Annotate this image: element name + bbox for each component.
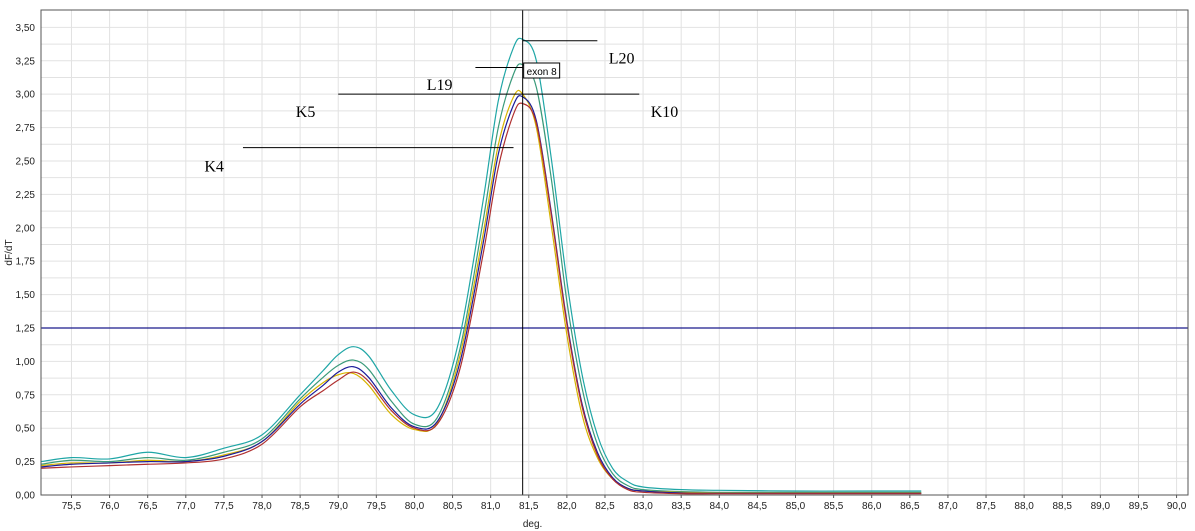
x-tick-label: 77,5 — [214, 501, 234, 512]
y-tick-label: 2,75 — [16, 123, 36, 134]
x-tick-labels: 75,5 76,0 76,5 77,0 77,5 78,0 78,5 79,0 79,5 80,0… — [62, 495, 1187, 512]
x-tick-label: 80,0 — [405, 501, 425, 512]
annotation-label-K10: K10 — [651, 104, 679, 121]
x-tick-label: 85,5 — [824, 501, 844, 512]
y-tick-label: 1,00 — [16, 357, 36, 368]
y-tick-label: 0,00 — [16, 491, 36, 502]
x-tick-label: 82,0 — [557, 501, 577, 512]
x-tick-label: 90,0 — [1167, 501, 1187, 512]
cursor-tooltip-box — [523, 62, 561, 79]
y-tick-label: 0,75 — [16, 390, 36, 401]
x-tick-label: 79,5 — [367, 501, 387, 512]
x-tick-label: 86,0 — [862, 501, 882, 512]
y-tick-labels: 0,00 0,25 0,50 0,75 1,00 1,25 1,50 1,75 2,00 2,25… — [16, 23, 36, 502]
x-tick-label: 78,5 — [290, 501, 310, 512]
y-tick-label: 0,25 — [16, 457, 36, 468]
y-tick-label: 3,50 — [16, 23, 36, 34]
x-tick-label: 84,5 — [748, 501, 768, 512]
annotation-label-L19: L19 — [427, 77, 453, 94]
grid — [41, 10, 1188, 496]
x-tick-label: 87,5 — [976, 501, 996, 512]
x-tick-label: 81,5 — [519, 501, 539, 512]
x-tick-label: 85,0 — [786, 501, 806, 512]
x-tick-label: 78,0 — [252, 501, 272, 512]
x-tick-label: 81,0 — [481, 501, 501, 512]
x-tick-label: 86,5 — [900, 501, 920, 512]
x-tick-label: 80,5 — [443, 501, 463, 512]
y-tick-label: 1,25 — [16, 323, 36, 334]
series-line-5 — [40, 102, 922, 495]
x-tick-label: 83,5 — [671, 501, 691, 512]
x-axis-label: deg. — [523, 519, 542, 530]
annotations: L20 L19 K5 K10 K4 — [204, 40, 679, 176]
annotation-label-L20: L20 — [609, 50, 635, 67]
x-tick-label: 89,0 — [1091, 501, 1111, 512]
y-tick-label: 2,50 — [16, 156, 36, 167]
x-tick-label: 77,0 — [176, 501, 196, 512]
series-line-1 — [40, 37, 922, 492]
x-tick-label: 88,0 — [1014, 501, 1034, 512]
y-tick-label: 1,50 — [16, 290, 36, 301]
x-tick-label: 75,5 — [62, 501, 82, 512]
series-line-2 — [40, 63, 922, 493]
x-tick-label: 84,0 — [710, 501, 730, 512]
series-group — [40, 37, 922, 495]
series-line-4 — [40, 95, 922, 495]
y-axis-label: dF/dT — [4, 239, 15, 265]
x-tick-label: 89,5 — [1129, 501, 1149, 512]
y-tick-label: 0,50 — [16, 424, 36, 435]
cursor[interactable]: exon 8 — [522, 10, 561, 495]
y-tick-label: 3,25 — [16, 56, 36, 67]
annotation-label-K4: K4 — [204, 159, 224, 176]
x-tick-label: 82,5 — [595, 501, 615, 512]
x-tick-label: 76,5 — [138, 501, 158, 512]
y-tick-label: 1,75 — [16, 257, 36, 268]
y-tick-label: 2,00 — [16, 223, 36, 234]
x-tick-label: 87,0 — [938, 501, 958, 512]
cursor-tooltip-label: exon 8 — [527, 67, 557, 78]
annotation-label-K5: K5 — [296, 104, 316, 121]
x-tick-label: 76,0 — [100, 501, 120, 512]
x-tick-label: 88,5 — [1053, 501, 1073, 512]
plot-frame — [40, 9, 1189, 496]
y-tick-label: 3,00 — [16, 90, 36, 101]
x-tick-label: 83,0 — [633, 501, 653, 512]
y-tick-label: 2,25 — [16, 190, 36, 201]
x-tick-label: 79,0 — [328, 501, 348, 512]
